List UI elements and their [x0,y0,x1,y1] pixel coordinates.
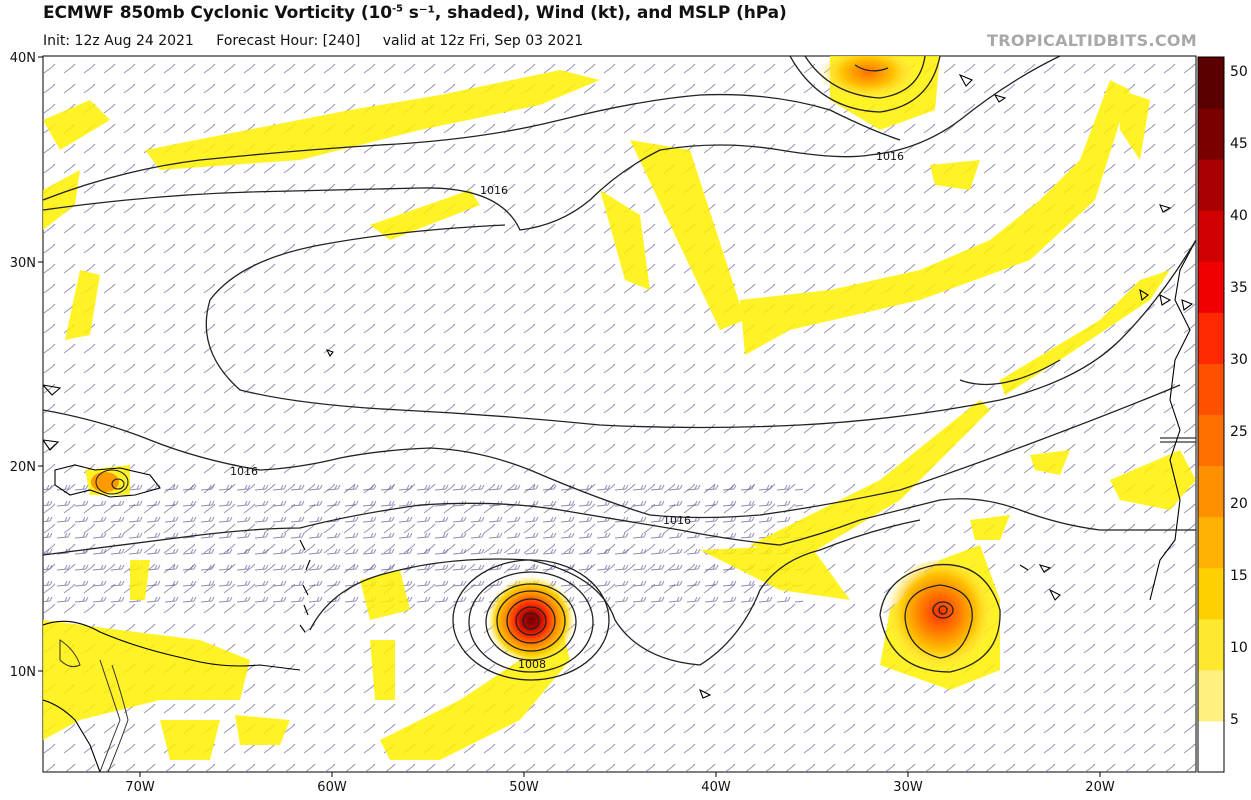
lon-label: 40W [701,780,731,795]
isobar-label: 1016 [480,184,508,197]
watermark: TROPICALTIDBITS.COM [987,31,1197,50]
low-west-contours [452,559,610,681]
vortex-north-shading [818,56,918,106]
colorbar-tick-label: 50 [1230,64,1248,80]
title-exponent: -5 [391,3,403,15]
trade-wind-barbs [43,480,803,610]
colorbar-tick-label: 35 [1230,280,1248,296]
title-prefix: ECMWF 850mb Cyclonic Vorticity (10 [43,3,392,23]
colorbar [1197,56,1225,773]
lon-label: 60W [317,780,347,795]
chart-header: ECMWF 850mb Cyclonic Vorticity (10-5 s⁻¹… [0,0,1251,56]
colorbar-tick-label: 20 [1230,496,1248,512]
colorbar-frame [1197,56,1225,773]
colorbar-segment [1198,414,1224,467]
forecast-hour: Forecast Hour: [240] [216,33,361,49]
low-hispaniola-contours [95,469,129,495]
lon-label: 50W [509,780,539,795]
isobar-label: 1016 [876,150,904,163]
lat-label: 10N [10,665,36,680]
lat-label: 30N [10,256,36,271]
coastlines [43,73,1196,772]
map-title: ECMWF 850mb Cyclonic Vorticity (10-5 s⁻¹… [43,3,787,23]
colorbar-tick-label: 15 [1230,568,1248,584]
colorbar-tick-label: 40 [1230,208,1248,224]
colorbar-segment [1198,465,1224,518]
colorbar-tick-label: 5 [1230,712,1239,728]
isobar-label: 1016 [663,514,691,527]
colorbar-segment [1198,516,1224,569]
lat-axis: 40N 30N 20N 10N [10,51,43,680]
colorbar-segment [1198,567,1224,620]
colorbar-segment [1198,108,1224,160]
colorbar-tick-label: 25 [1230,424,1248,440]
lon-label: 70W [125,780,155,795]
isobars [43,56,1196,666]
colorbar-segment [1198,312,1224,364]
caribbean-contours [59,639,129,772]
colorbar-segment [1198,720,1224,773]
vortex-hispaniola-shading [91,472,119,492]
lon-label: 20W [1085,780,1115,795]
colorbar-tick-label: 30 [1230,352,1248,368]
isobar-label: 1016 [230,465,258,478]
colorbar-segment [1198,57,1224,109]
colorbar-segment [1198,363,1224,415]
colorbar-segment [1198,210,1224,262]
colorbar-segment [1198,261,1224,313]
init-time: Init: 12z Aug 24 2021 [43,33,194,49]
colorbar-tick-label: 45 [1230,136,1248,152]
colorbar-segment [1198,159,1224,211]
colorbar-segment [1198,669,1224,722]
map-subtitle: Init: 12z Aug 24 2021 Forecast Hour: [24… [43,33,601,49]
isobar-label: 1008 [518,658,546,671]
low-east-contours [879,563,1001,673]
colorbar-tick-label: 10 [1230,640,1248,656]
lat-label: 20N [10,460,36,475]
colorbar-ticks: 50 45 40 35 30 25 20 15 10 5 [1230,64,1248,728]
title-suffix: s⁻¹, shaded), Wind (kt), and MSLP (hPa) [402,3,787,23]
lon-axis: 70W 60W 50W 40W 30W 20W [125,772,1115,795]
lon-label: 30W [893,780,923,795]
low-north-contours [789,56,941,113]
lat-label: 40N [10,51,36,66]
colorbar-segment [1198,618,1224,671]
valid-time: valid at 12z Fri, Sep 03 2021 [382,33,584,49]
